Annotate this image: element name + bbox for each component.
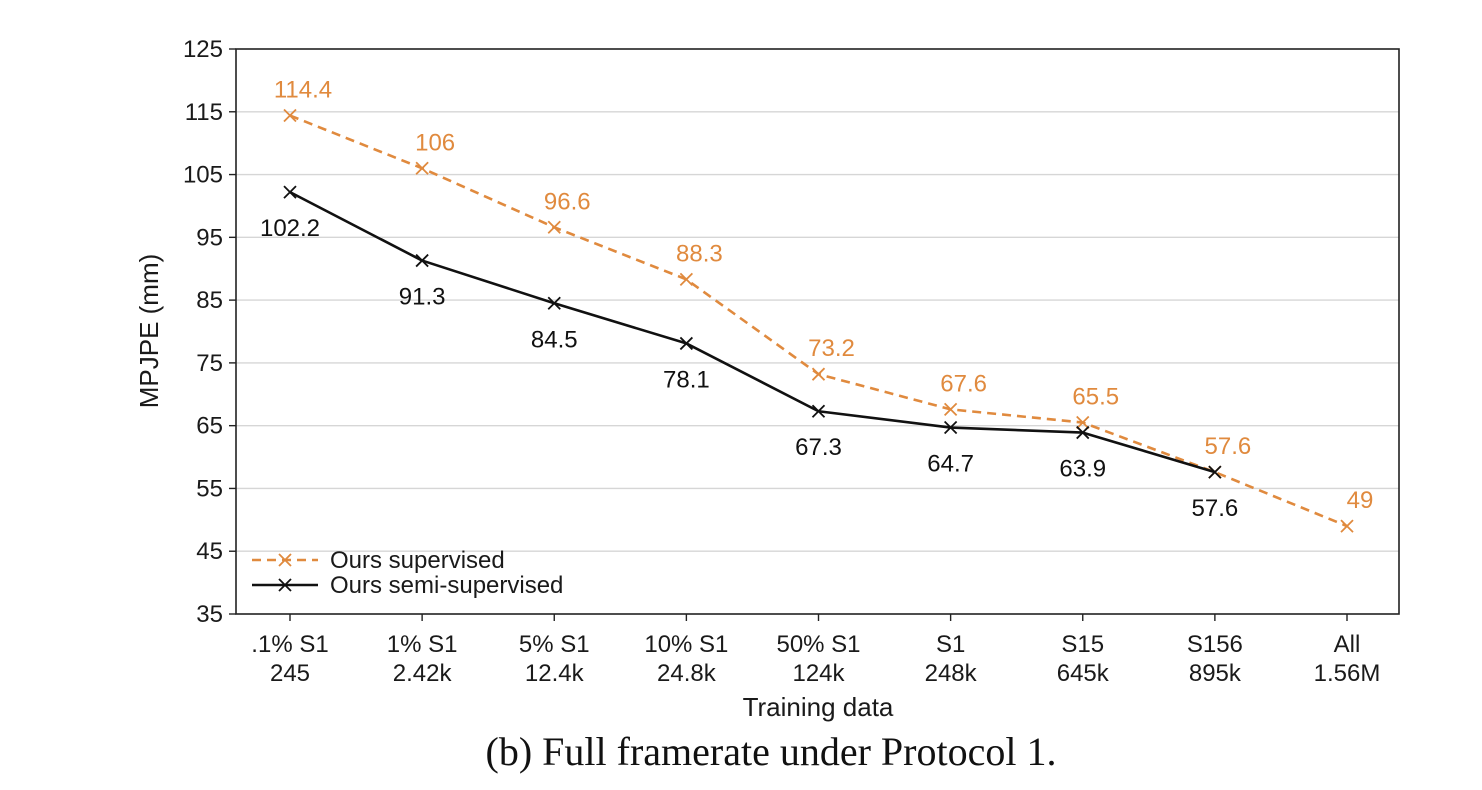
data-label: 63.9 (1059, 456, 1106, 483)
x-tick-label: S1 (936, 631, 965, 658)
data-point (1076, 415, 1090, 430)
data-point (943, 420, 958, 435)
y-axis-title: MPJPE (mm) (134, 254, 164, 409)
data-point (679, 336, 694, 351)
data-label: 49 (1347, 487, 1374, 514)
y-axis: 35 45 55 65 75 85 95 105 115 125 (183, 36, 236, 628)
legend-semi-label: Ours semi-supervised (330, 572, 563, 599)
y-tick-label: 55 (196, 475, 223, 502)
data-label: 84.5 (531, 326, 578, 353)
data-point (679, 272, 694, 287)
data-point (547, 296, 561, 310)
x-tick-sublabel: 895k (1189, 660, 1242, 687)
x-tick-label: 50% S1 (776, 631, 860, 658)
x-tick-sublabel: 124k (792, 660, 845, 687)
data-label: 114.4 (274, 77, 332, 104)
x-axis-title: Training data (743, 692, 894, 722)
figure-caption: (b) Full framerate under Protocol 1. (485, 729, 1057, 774)
data-label: 65.5 (1072, 384, 1119, 411)
data-point (547, 220, 561, 234)
data-label: 57.6 (1192, 495, 1239, 522)
data-label: 57.6 (1205, 433, 1252, 460)
plot-frame (235, 48, 1400, 615)
y-tick-label: 65 (196, 413, 223, 440)
y-tick-label: 75 (196, 350, 223, 377)
x-tick-label: All (1334, 631, 1361, 658)
x-tick-sublabel: 245 (270, 660, 310, 687)
y-tick-label: 85 (196, 287, 223, 314)
data-label: 67.3 (795, 434, 842, 461)
data-label: 88.3 (676, 240, 723, 267)
data-point (943, 402, 958, 416)
y-tick-label: 125 (183, 36, 223, 63)
y-tick-label: 45 (196, 538, 223, 565)
data-point (1076, 425, 1090, 440)
x-tick-sublabel: 248k (925, 660, 978, 687)
series-line-1 (289, 190, 1216, 474)
grid-layer (236, 111, 1399, 552)
series-layer (283, 108, 1354, 533)
legend-supervised-marker (278, 553, 292, 567)
y-tick-label: 35 (196, 601, 223, 628)
x-tick-label: 5% S1 (519, 631, 590, 658)
y-tick-label: 105 (183, 162, 223, 189)
data-label: 64.7 (927, 451, 974, 478)
y-tick-label: 115 (185, 99, 223, 126)
data-point (283, 185, 297, 199)
y-tick-label: 95 (196, 224, 223, 251)
data-point (811, 367, 826, 381)
x-tick-label: S156 (1187, 631, 1243, 658)
data-label: 96.6 (544, 188, 591, 215)
x-tick-label: 10% S1 (644, 631, 728, 658)
x-tick-sublabel: 2.42k (393, 660, 453, 687)
data-label: 102.2 (260, 215, 320, 242)
x-tick-label: 1% S1 (387, 631, 458, 658)
legend: Ours supervised Ours semi-supervised (252, 547, 563, 599)
data-point (415, 161, 429, 175)
data-label: 91.3 (399, 284, 446, 311)
data-point (1208, 465, 1222, 479)
data-label: 106 (415, 129, 455, 156)
x-tick-sublabel: 24.8k (657, 660, 717, 687)
data-label: 73.2 (808, 335, 855, 362)
legend-supervised-label: Ours supervised (330, 547, 505, 574)
data-point (1340, 519, 1354, 533)
data-label: 67.6 (940, 370, 987, 397)
x-tick-sublabel: 1.56M (1314, 660, 1381, 687)
x-tick-sublabel: 645k (1057, 660, 1110, 687)
data-point (415, 253, 429, 268)
data-point (283, 108, 297, 123)
legend-semi-marker (278, 578, 292, 592)
data-labels: 114.4 106 96.6 88.3 73.2 67.6 65.5 57.6 49 102.2 9… (260, 77, 1373, 523)
data-label: 78.1 (663, 366, 710, 393)
x-tick-label: S15 (1061, 631, 1104, 658)
data-point (811, 404, 826, 418)
x-tick-label: .1% S1 (251, 631, 328, 658)
x-tick-sublabel: 12.4k (525, 660, 585, 687)
